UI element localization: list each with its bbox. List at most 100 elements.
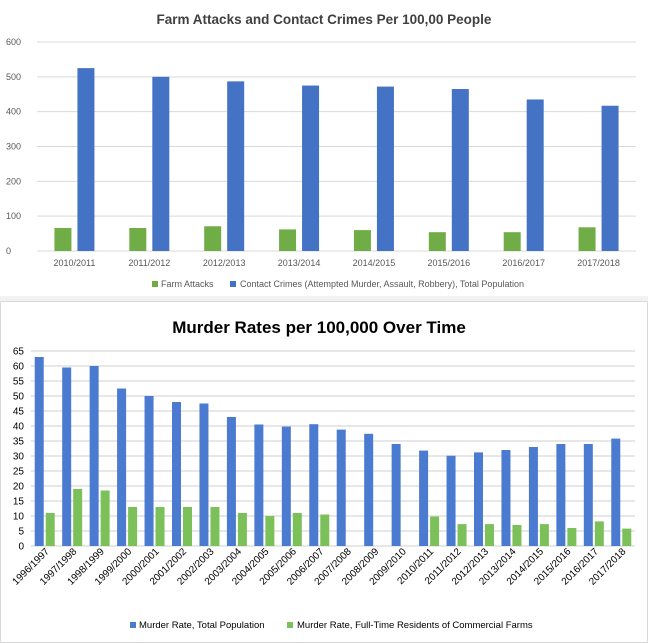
y-axis-ticks: 0 100 200 300 400 500 600 <box>6 37 21 256</box>
bar-murder-farms <box>128 507 138 546</box>
y-tick-label: 25 <box>13 467 25 478</box>
bar-murder-total <box>446 455 456 546</box>
bar-murder-total <box>172 402 181 546</box>
bar-murder-farms <box>457 524 467 546</box>
y-axis-ticks: 0 5 10 15 20 25 30 35 40 45 50 55 60 65 <box>13 347 25 553</box>
bar-murder-total <box>309 424 319 546</box>
legend-swatch-contact-crimes <box>230 281 236 287</box>
x-axis-ticks: 2010/2011 2011/2012 2012/2013 2013/2014 2014… <box>53 258 619 268</box>
bar-murder-total <box>528 447 538 546</box>
chart-title: Murder Rates per 100,000 Over Time <box>172 318 466 337</box>
legend-label-contact-crimes: Contact Crimes (Attempted Murder, Assaul… <box>240 279 524 289</box>
bar-murder-total <box>501 450 511 546</box>
bar-farm-attacks <box>503 232 521 251</box>
legend-swatch-farm-attacks <box>152 281 158 287</box>
x-tick-label: 2013/2014 <box>278 258 321 268</box>
bar-murder-farms <box>183 507 192 546</box>
bar-murder-total <box>336 429 346 546</box>
y-tick-label: 100 <box>6 211 21 221</box>
bar-contact-crimes <box>601 105 619 252</box>
bar-murder-total <box>89 366 99 546</box>
bar-murder-farms <box>73 489 83 546</box>
bar-murder-farms <box>567 528 577 546</box>
bar-murder-total <box>281 426 291 546</box>
chart-grid <box>37 41 636 252</box>
bar-farm-attacks <box>353 230 371 251</box>
y-tick-label: 300 <box>6 142 21 152</box>
bar-murder-farms <box>622 528 632 546</box>
x-tick-label: 2012/2013 <box>203 258 246 268</box>
bar-murder-total <box>583 444 593 546</box>
bar-murder-farms <box>512 525 522 546</box>
y-tick-label: 45 <box>13 407 25 418</box>
bar-farm-attacks <box>129 228 147 251</box>
bar-farm-attacks <box>578 227 596 251</box>
bar-contact-crimes <box>376 86 394 251</box>
bar-contact-crimes <box>227 81 245 251</box>
y-tick-label: 55 <box>13 377 25 388</box>
y-tick-label: 5 <box>18 527 24 538</box>
bar-farm-attacks <box>204 226 222 251</box>
y-tick-label: 65 <box>13 347 25 358</box>
bar-murder-farms <box>539 524 549 546</box>
bar-farm-attacks <box>279 229 297 251</box>
bar-contact-crimes <box>77 68 95 251</box>
murder-rates-chart: Murder Rates per 100,000 Over Time 0 5 10 1… <box>11 318 635 631</box>
bar-murder-total <box>62 367 72 546</box>
bar-farm-attacks <box>428 232 446 251</box>
bar-murder-farms <box>45 513 55 546</box>
bar-murder-farms <box>320 514 330 546</box>
legend-label-murder-total: Murder Rate, Total Population <box>139 620 265 631</box>
bar-murder-farms <box>594 521 604 546</box>
y-tick-label: 20 <box>13 482 25 493</box>
bar-murder-total <box>474 452 483 546</box>
farm-attacks-chart-panel: Farm Attacks and Contact Crimes Per 100,… <box>0 0 648 296</box>
bar-contact-crimes <box>302 85 320 252</box>
y-tick-label: 0 <box>6 246 11 256</box>
y-tick-label: 40 <box>13 422 25 433</box>
legend-label-farm-attacks: Farm Attacks <box>161 279 214 289</box>
bar-contact-crimes <box>526 99 544 251</box>
legend-swatch-murder-farms <box>287 622 293 628</box>
bar-farm-attacks <box>54 228 72 251</box>
panel-separator <box>0 296 648 301</box>
bar-contact-crimes <box>152 76 170 251</box>
chart-title: Farm Attacks and Contact Crimes Per 100,… <box>157 12 492 27</box>
y-tick-label: 50 <box>13 392 25 403</box>
y-tick-label: 35 <box>13 437 25 448</box>
x-tick-label: 2016/2017 <box>502 258 545 268</box>
bar-murder-farms <box>430 516 440 546</box>
farm-attacks-chart: Farm Attacks and Contact Crimes Per 100,… <box>6 12 636 289</box>
bar-murder-farms <box>155 507 165 546</box>
bar-murder-total <box>391 444 401 546</box>
bar-murder-farms <box>265 516 275 546</box>
chart-legend: Farm Attacks Contact Crimes (Attempted M… <box>152 279 524 289</box>
bar-murder-total <box>419 450 429 546</box>
bar-murder-farms <box>100 490 110 546</box>
bar-murder-total <box>117 388 127 546</box>
y-tick-label: 200 <box>6 176 21 186</box>
legend-label-murder-farms: Murder Rate, Full-Time Residents of Comm… <box>297 620 533 631</box>
chart-bars <box>34 357 632 546</box>
bar-murder-total <box>556 444 566 546</box>
y-tick-label: 30 <box>13 452 25 463</box>
y-tick-label: 500 <box>6 72 21 82</box>
bar-murder-total <box>199 403 209 546</box>
bar-murder-total <box>364 433 374 546</box>
bar-murder-farms <box>485 524 494 546</box>
x-tick-label: 2017/2018 <box>577 258 620 268</box>
bar-murder-total <box>254 424 264 546</box>
y-tick-label: 15 <box>13 497 25 508</box>
y-tick-label: 10 <box>13 512 25 523</box>
x-tick-label: 2014/2015 <box>353 258 396 268</box>
murder-rates-chart-panel: Murder Rates per 100,000 Over Time 0 5 10 1… <box>0 301 648 643</box>
legend-swatch-murder-total <box>130 622 136 628</box>
x-axis-ticks: 1996/19971997/19981998/19991999/20002000… <box>11 546 629 588</box>
y-tick-label: 0 <box>18 542 24 553</box>
bar-murder-total <box>144 396 154 546</box>
bar-murder-farms <box>292 513 302 546</box>
bar-contact-crimes <box>451 89 469 252</box>
y-tick-label: 60 <box>13 362 25 373</box>
x-tick-label: 2011/2012 <box>128 258 170 268</box>
bar-murder-farms <box>210 507 220 546</box>
